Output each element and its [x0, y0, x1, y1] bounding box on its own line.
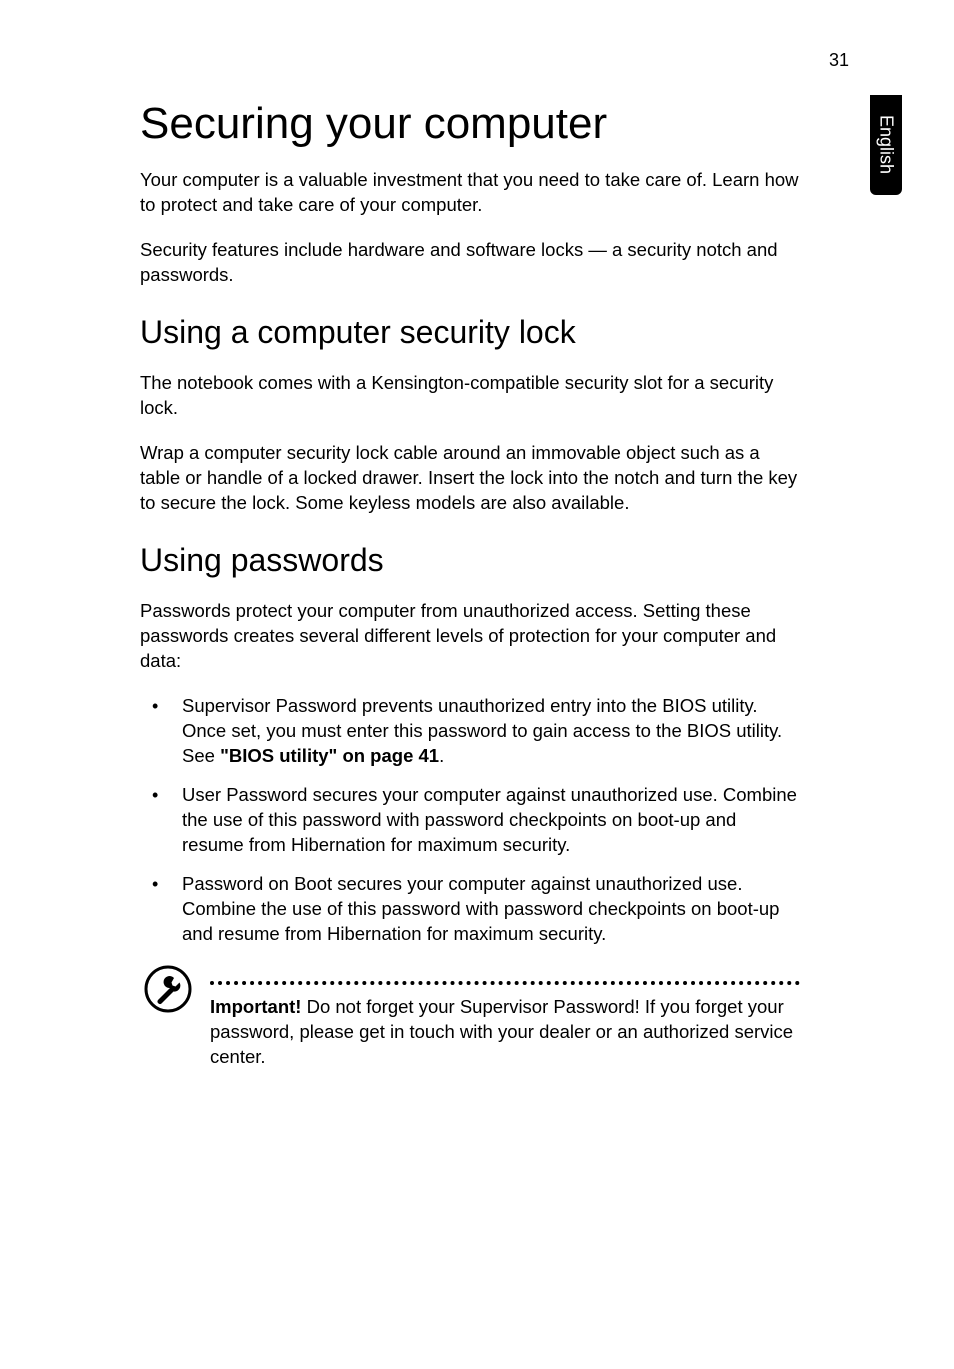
page-number: 31 — [829, 50, 849, 71]
section-heading-security-lock: Using a computer security lock — [140, 314, 800, 351]
bullet-text-post: . — [439, 745, 444, 766]
intro-paragraph-2: Security features include hardware and s… — [140, 238, 800, 288]
bullet-text-bold: "BIOS utility" on page 41 — [220, 745, 439, 766]
page-title: Securing your computer — [140, 100, 800, 148]
note-label: Important! — [210, 996, 301, 1017]
section-heading-passwords: Using passwords — [140, 542, 800, 579]
important-note: Important! Do not forget your Supervisor… — [140, 965, 800, 1070]
language-tab: English — [870, 95, 902, 195]
password-bullet-list: Supervisor Password prevents unauthorize… — [140, 694, 800, 947]
note-text: Important! Do not forget your Supervisor… — [210, 995, 800, 1070]
list-item: User Password secures your computer agai… — [140, 783, 800, 858]
section2-intro: Passwords protect your computer from una… — [140, 599, 800, 674]
list-item: Supervisor Password prevents unauthorize… — [140, 694, 800, 769]
section1-p1: The notebook comes with a Kensington-com… — [140, 371, 800, 421]
bullet-text-pre: Password on Boot secures your computer a… — [182, 873, 779, 944]
bullet-text-pre: User Password secures your computer agai… — [182, 784, 797, 855]
wrench-icon — [144, 965, 192, 1013]
note-text-wrap: Important! Do not forget your Supervisor… — [210, 965, 800, 1070]
intro-paragraph-1: Your computer is a valuable investment t… — [140, 168, 800, 218]
page-content: Securing your computer Your computer is … — [140, 100, 800, 1070]
dotted-separator — [210, 981, 800, 985]
section1-p2: Wrap a computer security lock cable arou… — [140, 441, 800, 516]
list-item: Password on Boot secures your computer a… — [140, 872, 800, 947]
